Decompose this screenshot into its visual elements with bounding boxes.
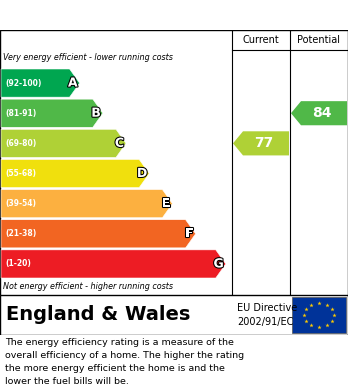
Text: Not energy efficient - higher running costs: Not energy efficient - higher running co… — [3, 282, 173, 291]
Text: 84: 84 — [312, 106, 332, 120]
Text: Potential: Potential — [298, 35, 340, 45]
Text: The energy efficiency rating is a measure of the
overall efficiency of a home. T: The energy efficiency rating is a measur… — [5, 338, 244, 386]
Text: England & Wales: England & Wales — [6, 305, 190, 325]
Polygon shape — [1, 220, 196, 248]
Polygon shape — [1, 160, 149, 188]
Polygon shape — [1, 129, 126, 158]
Text: 77: 77 — [254, 136, 274, 151]
Polygon shape — [1, 69, 80, 97]
Text: C: C — [115, 137, 124, 150]
Text: D: D — [137, 167, 147, 180]
Text: (55-68): (55-68) — [5, 169, 36, 178]
Text: (39-54): (39-54) — [5, 199, 36, 208]
Text: (1-20): (1-20) — [5, 260, 31, 269]
Text: B: B — [91, 107, 101, 120]
Polygon shape — [291, 101, 347, 125]
Text: E: E — [162, 197, 171, 210]
Text: Very energy efficient - lower running costs: Very energy efficient - lower running co… — [3, 53, 173, 62]
Polygon shape — [1, 250, 226, 278]
Bar — [292, 297, 346, 333]
Text: Current: Current — [243, 35, 279, 45]
Text: (69-80): (69-80) — [5, 139, 36, 148]
Polygon shape — [1, 99, 103, 127]
Text: (81-91): (81-91) — [5, 109, 36, 118]
Polygon shape — [233, 131, 289, 155]
Polygon shape — [1, 190, 172, 218]
Text: EU Directive
2002/91/EC: EU Directive 2002/91/EC — [237, 303, 297, 326]
Text: (21-38): (21-38) — [5, 229, 36, 238]
Text: G: G — [214, 257, 224, 271]
Text: F: F — [185, 227, 193, 240]
Text: Energy Efficiency Rating: Energy Efficiency Rating — [9, 7, 219, 23]
Text: (92-100): (92-100) — [5, 79, 41, 88]
Text: A: A — [68, 77, 78, 90]
